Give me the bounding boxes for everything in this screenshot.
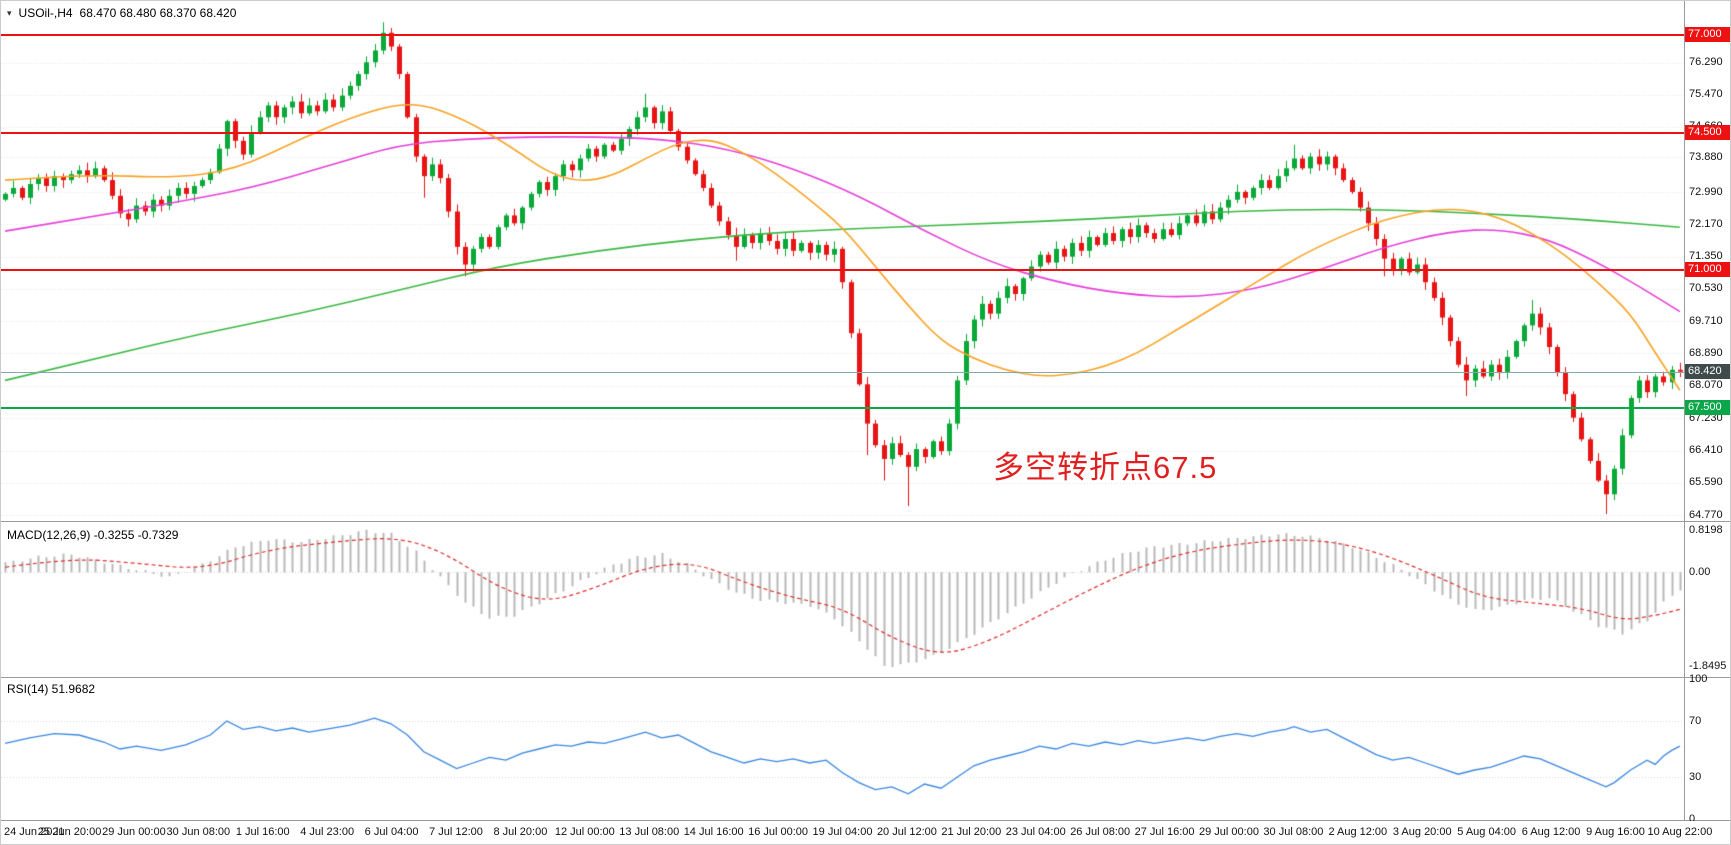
price-tick-label: 68.070 (1689, 379, 1723, 391)
price-tick-label: 64.770 (1689, 508, 1723, 521)
price-tick-label: 71.350 (1689, 250, 1723, 263)
rsi-tick-label: 30 (1689, 770, 1702, 783)
level-price-tag: 71.000 (1685, 262, 1730, 278)
symbol-timeframe-label: USOil-,H4 (18, 6, 73, 20)
time-axis-label: 4 Jul 23:00 (300, 826, 355, 838)
rsi-tick-label: 100 (1689, 672, 1708, 685)
time-axis-label: 13 Jul 08:00 (619, 826, 680, 838)
price-tick-label: 76.290 (1689, 56, 1723, 69)
panel-divider-rsi (1, 677, 1730, 678)
symbol-dropdown-icon[interactable]: ▾ (7, 7, 12, 18)
rsi-indicator-label: RSI(14) 51.9682 (7, 682, 96, 696)
level-price-tag: 77.000 (1685, 26, 1730, 42)
price-tick-label: 75.470 (1689, 88, 1723, 101)
macd-tick-label: 0.8198 (1689, 524, 1723, 537)
price-tick-label: 68.890 (1689, 346, 1723, 359)
time-axis-label: 6 Jul 04:00 (364, 826, 419, 838)
panel-divider-time (1, 820, 1730, 821)
chart-canvas[interactable] (1, 1, 1684, 844)
time-axis-label: 26 Jul 08:00 (1070, 826, 1131, 838)
time-axis-label: 16 Jul 00:00 (748, 826, 809, 838)
time-axis-label: 2 Aug 12:00 (1328, 826, 1388, 838)
time-axis-label: 20 Jul 12:00 (876, 826, 937, 838)
price-axis[interactable]: 76.29075.47074.66073.88072.99072.17071.3… (1685, 1, 1730, 844)
time-axis-label: 10 Aug 22:00 (1647, 826, 1713, 838)
time-axis-label: 3 Aug 20:00 (1392, 826, 1452, 838)
price-axis-divider (1684, 1, 1685, 844)
time-axis-label: 7 Jul 12:00 (429, 826, 483, 838)
price-tick-label: 72.990 (1689, 185, 1723, 198)
price-tick-label: 70.530 (1689, 282, 1723, 295)
panel-divider-macd (1, 521, 1730, 522)
macd-tick-label: -1.8495 (1689, 659, 1727, 672)
time-axis[interactable]: 24 Jun 2021 25 Jun 20:00 29 Jun 00:00 30 Ju… (1, 821, 1730, 844)
macd-tick-label: 0.00 (1689, 565, 1711, 578)
price-tick-label: 69.710 (1689, 314, 1723, 327)
chart-annotation-text[interactable]: 多空转折点67.5 (993, 450, 1218, 485)
time-axis-label: 29 Jun 00:00 (102, 826, 166, 838)
level-price-tag: 74.500 (1685, 124, 1730, 140)
time-axis-label: 21 Jul 20:00 (941, 826, 1002, 838)
time-axis-label: 6 Aug 12:00 (1521, 826, 1581, 838)
chart-title: ▾ USOil-,H4 68.470 68.480 68.370 68.420 (7, 6, 236, 20)
time-axis-label: 29 Jul 00:00 (1199, 826, 1259, 838)
time-axis-label: 19 Jul 04:00 (812, 826, 873, 838)
time-axis-label: 30 Jul 08:00 (1263, 826, 1324, 838)
price-tick-label: 67.230 (1689, 411, 1723, 424)
time-axis-label: 9 Aug 16:00 (1586, 826, 1645, 838)
rsi-tick-label: 0 (1689, 812, 1696, 825)
time-axis-label: 27 Jul 16:00 (1134, 826, 1195, 838)
time-axis-label: 30 Jun 08:00 (166, 826, 231, 838)
time-axis-label: 24 Jun 2021 (4, 826, 65, 838)
time-axis-label: 5 Aug 04:00 (1457, 826, 1517, 838)
time-axis-label: 23 Jul 04:00 (1005, 826, 1066, 838)
price-tick-label: 72.170 (1689, 217, 1723, 230)
price-tick-label: 66.410 (1689, 444, 1723, 457)
time-axis-label: 1 Jul 16:00 (235, 826, 290, 838)
time-axis-label: 25 Jun 20:00 (37, 826, 102, 838)
time-axis-label: 12 Jul 00:00 (554, 826, 615, 838)
price-tick-label: 73.880 (1689, 150, 1723, 163)
macd-indicator-label: MACD(12,26,9) -0.3255 -0.7329 (7, 528, 179, 542)
level-price-tag: 67.500 (1685, 399, 1730, 415)
rsi-tick-label: 70 (1689, 714, 1702, 727)
time-axis-label: 14 Jul 16:00 (683, 826, 744, 838)
price-tick-label: 65.590 (1689, 476, 1723, 489)
ohlc-readout: 68.470 68.480 68.370 68.420 (79, 6, 237, 20)
current-price-tag: 68.420 (1685, 364, 1730, 380)
time-axis-label: 8 Jul 20:00 (493, 826, 548, 838)
